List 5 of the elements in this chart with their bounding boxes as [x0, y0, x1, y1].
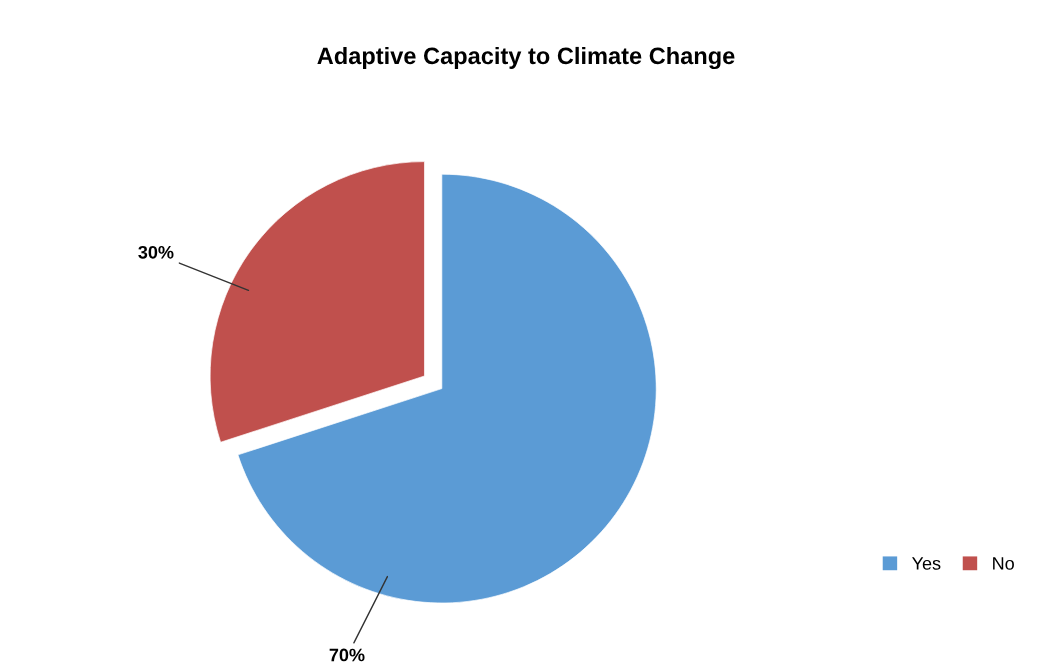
legend-label: Yes [912, 557, 941, 570]
chart-title: Adaptive Capacity to Climate Change [317, 46, 735, 70]
data-label: 70% [329, 648, 365, 662]
legend-label: No [993, 557, 1014, 570]
data-label: 30% [138, 245, 174, 259]
